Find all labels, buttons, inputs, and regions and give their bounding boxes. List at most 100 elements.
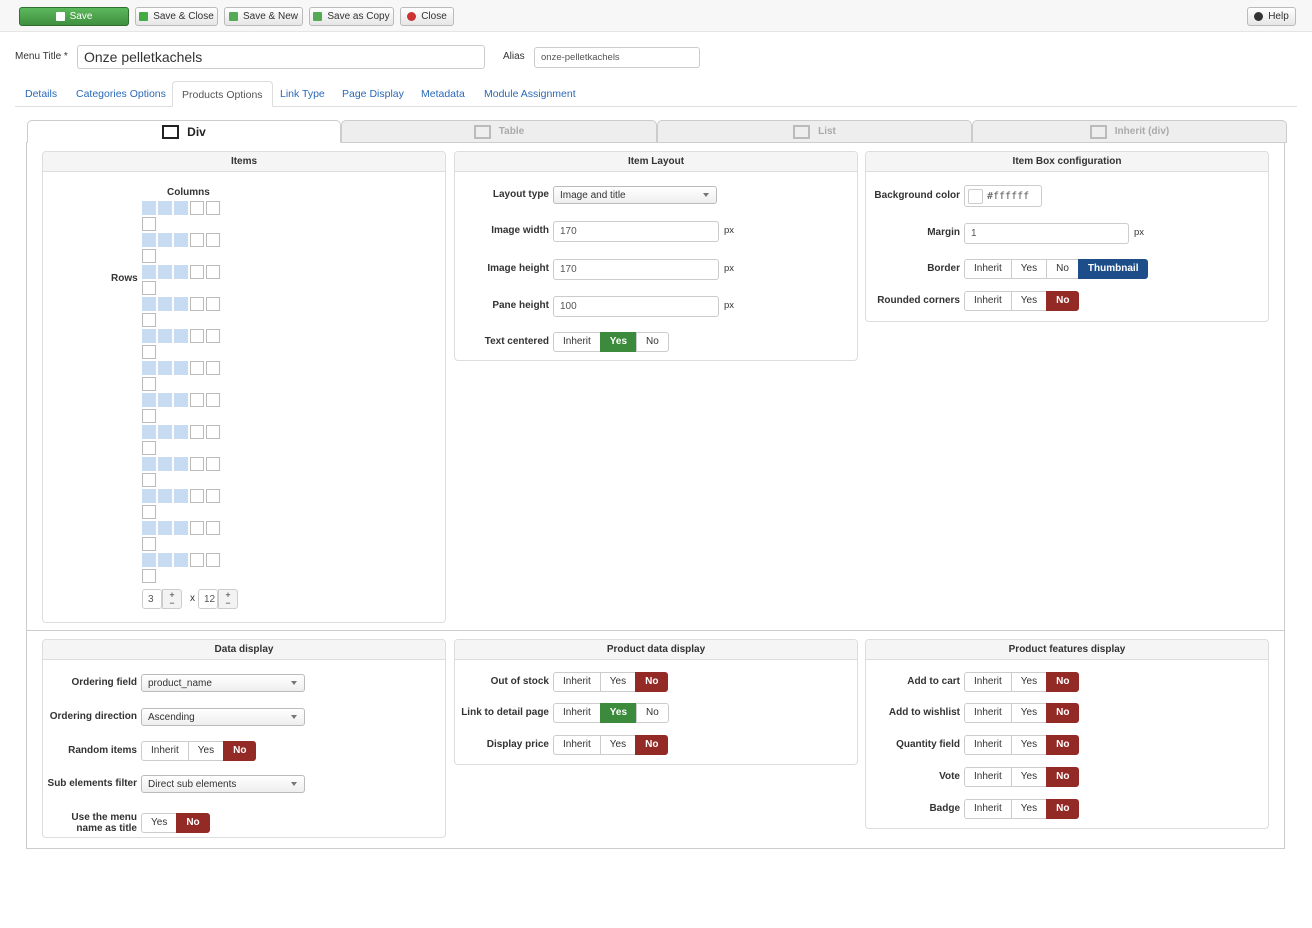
toolbar-button[interactable]: Close bbox=[400, 7, 454, 26]
grid-cell[interactable] bbox=[206, 233, 220, 247]
grid-cell[interactable] bbox=[158, 361, 172, 375]
grid-cell[interactable] bbox=[174, 233, 188, 247]
grid-cell[interactable] bbox=[206, 457, 220, 471]
grid-cell[interactable] bbox=[174, 361, 188, 375]
toggle-option[interactable]: No bbox=[1046, 672, 1080, 692]
grid-cell[interactable] bbox=[142, 329, 156, 343]
grid-cell[interactable] bbox=[206, 489, 220, 503]
toolbar-button[interactable]: Save bbox=[19, 7, 129, 26]
grid-cell[interactable] bbox=[142, 441, 156, 455]
grid-cell[interactable] bbox=[158, 265, 172, 279]
grid-cell[interactable] bbox=[206, 553, 220, 567]
grid-cell[interactable] bbox=[142, 393, 156, 407]
grid-cell[interactable] bbox=[174, 297, 188, 311]
grid-cell[interactable] bbox=[142, 569, 156, 583]
grid-cell[interactable] bbox=[190, 297, 204, 311]
toolbar-button[interactable]: Save as Copy bbox=[309, 7, 394, 26]
grid-cell[interactable] bbox=[142, 409, 156, 423]
grid-cell[interactable] bbox=[190, 489, 204, 503]
toggle-option[interactable]: Thumbnail bbox=[1077, 259, 1149, 279]
toggle-option[interactable]: No bbox=[1046, 799, 1080, 819]
toggle-option[interactable]: No bbox=[636, 332, 669, 352]
toggle-option[interactable]: Inherit bbox=[553, 703, 601, 723]
toggle-option[interactable]: Yes bbox=[187, 741, 225, 761]
grid-cell[interactable] bbox=[206, 521, 220, 535]
grid-cell[interactable] bbox=[158, 457, 172, 471]
layout-tab[interactable]: Div bbox=[27, 120, 341, 143]
grid-cell[interactable] bbox=[190, 201, 204, 215]
grid-cell[interactable] bbox=[190, 265, 204, 279]
toggle-option[interactable]: Yes bbox=[599, 332, 638, 352]
grid-cell[interactable] bbox=[158, 201, 172, 215]
toggle-option[interactable]: Yes bbox=[1010, 703, 1048, 723]
toggle-option[interactable]: No bbox=[1046, 735, 1080, 755]
grid-cell[interactable] bbox=[158, 297, 172, 311]
grid-cell[interactable] bbox=[158, 425, 172, 439]
grid-cell[interactable] bbox=[174, 425, 188, 439]
grid-cell[interactable] bbox=[158, 233, 172, 247]
toggle-option[interactable]: Inherit bbox=[964, 767, 1012, 787]
grid-cell[interactable] bbox=[158, 521, 172, 535]
text-input[interactable]: 100 bbox=[553, 296, 719, 317]
text-input[interactable]: 170 bbox=[553, 221, 719, 242]
grid-cell[interactable] bbox=[174, 457, 188, 471]
toggle-option[interactable]: No bbox=[1046, 259, 1079, 279]
toggle-option[interactable]: Yes bbox=[1010, 291, 1048, 311]
grid-cell[interactable] bbox=[142, 425, 156, 439]
grid-cell[interactable] bbox=[142, 345, 156, 359]
select[interactable]: Image and title bbox=[553, 186, 717, 204]
toggle-option[interactable]: No bbox=[223, 741, 257, 761]
grid-cell[interactable] bbox=[142, 313, 156, 327]
toggle-option[interactable]: Yes bbox=[1010, 767, 1048, 787]
tab[interactable]: Module Assignment bbox=[484, 88, 576, 100]
grid-cell[interactable] bbox=[142, 249, 156, 263]
grid-cell[interactable] bbox=[206, 361, 220, 375]
toggle-option[interactable]: Yes bbox=[599, 672, 637, 692]
grid-cell[interactable] bbox=[190, 233, 204, 247]
number-input[interactable]: 3 bbox=[142, 589, 162, 609]
grid-cell[interactable] bbox=[206, 329, 220, 343]
toggle-option[interactable]: No bbox=[635, 672, 669, 692]
toggle-option[interactable]: Inherit bbox=[964, 703, 1012, 723]
grid-cell[interactable] bbox=[158, 553, 172, 567]
tab[interactable]: Products Options bbox=[172, 81, 273, 107]
toggle-option[interactable]: No bbox=[1046, 291, 1080, 311]
toggle-option[interactable]: Inherit bbox=[964, 735, 1012, 755]
toggle-option[interactable]: Yes bbox=[1010, 735, 1048, 755]
alias-input[interactable]: onze-pelletkachels bbox=[534, 47, 700, 68]
select[interactable]: Ascending bbox=[141, 708, 305, 726]
number-input[interactable]: 12 bbox=[198, 589, 218, 609]
grid-cell[interactable] bbox=[206, 425, 220, 439]
grid-cell[interactable] bbox=[142, 281, 156, 295]
toggle-option[interactable]: Yes bbox=[1010, 259, 1048, 279]
toggle-option[interactable]: Yes bbox=[1010, 799, 1048, 819]
spinner[interactable]: + − bbox=[218, 589, 238, 609]
toggle-option[interactable]: Yes bbox=[599, 735, 637, 755]
grid-cell[interactable] bbox=[190, 457, 204, 471]
grid-cell[interactable] bbox=[174, 553, 188, 567]
grid-cell[interactable] bbox=[190, 361, 204, 375]
grid-cell[interactable] bbox=[142, 457, 156, 471]
grid-cell[interactable] bbox=[190, 553, 204, 567]
grid-cell[interactable] bbox=[174, 489, 188, 503]
toggle-option[interactable]: Yes bbox=[1010, 672, 1048, 692]
menu-title-input[interactable]: Onze pelletkachels bbox=[77, 45, 485, 69]
grid-cell[interactable] bbox=[174, 265, 188, 279]
grid-cell[interactable] bbox=[206, 297, 220, 311]
grid-cell[interactable] bbox=[142, 265, 156, 279]
spinner[interactable]: + − bbox=[162, 589, 182, 609]
layout-tab[interactable]: Table bbox=[341, 120, 657, 143]
text-input[interactable]: 170 bbox=[553, 259, 719, 280]
grid-cell[interactable] bbox=[142, 233, 156, 247]
grid-cell[interactable] bbox=[206, 265, 220, 279]
grid-cell[interactable] bbox=[142, 505, 156, 519]
layout-tab[interactable]: List bbox=[657, 120, 972, 143]
grid-cell[interactable] bbox=[158, 329, 172, 343]
toggle-option[interactable]: Inherit bbox=[964, 291, 1012, 311]
grid-cell[interactable] bbox=[206, 201, 220, 215]
tab[interactable]: Details bbox=[25, 88, 58, 100]
toolbar-button[interactable]: Save & Close bbox=[135, 7, 218, 26]
toggle-option[interactable]: Inherit bbox=[141, 741, 189, 761]
grid-cell[interactable] bbox=[206, 393, 220, 407]
grid-cell[interactable] bbox=[190, 521, 204, 535]
